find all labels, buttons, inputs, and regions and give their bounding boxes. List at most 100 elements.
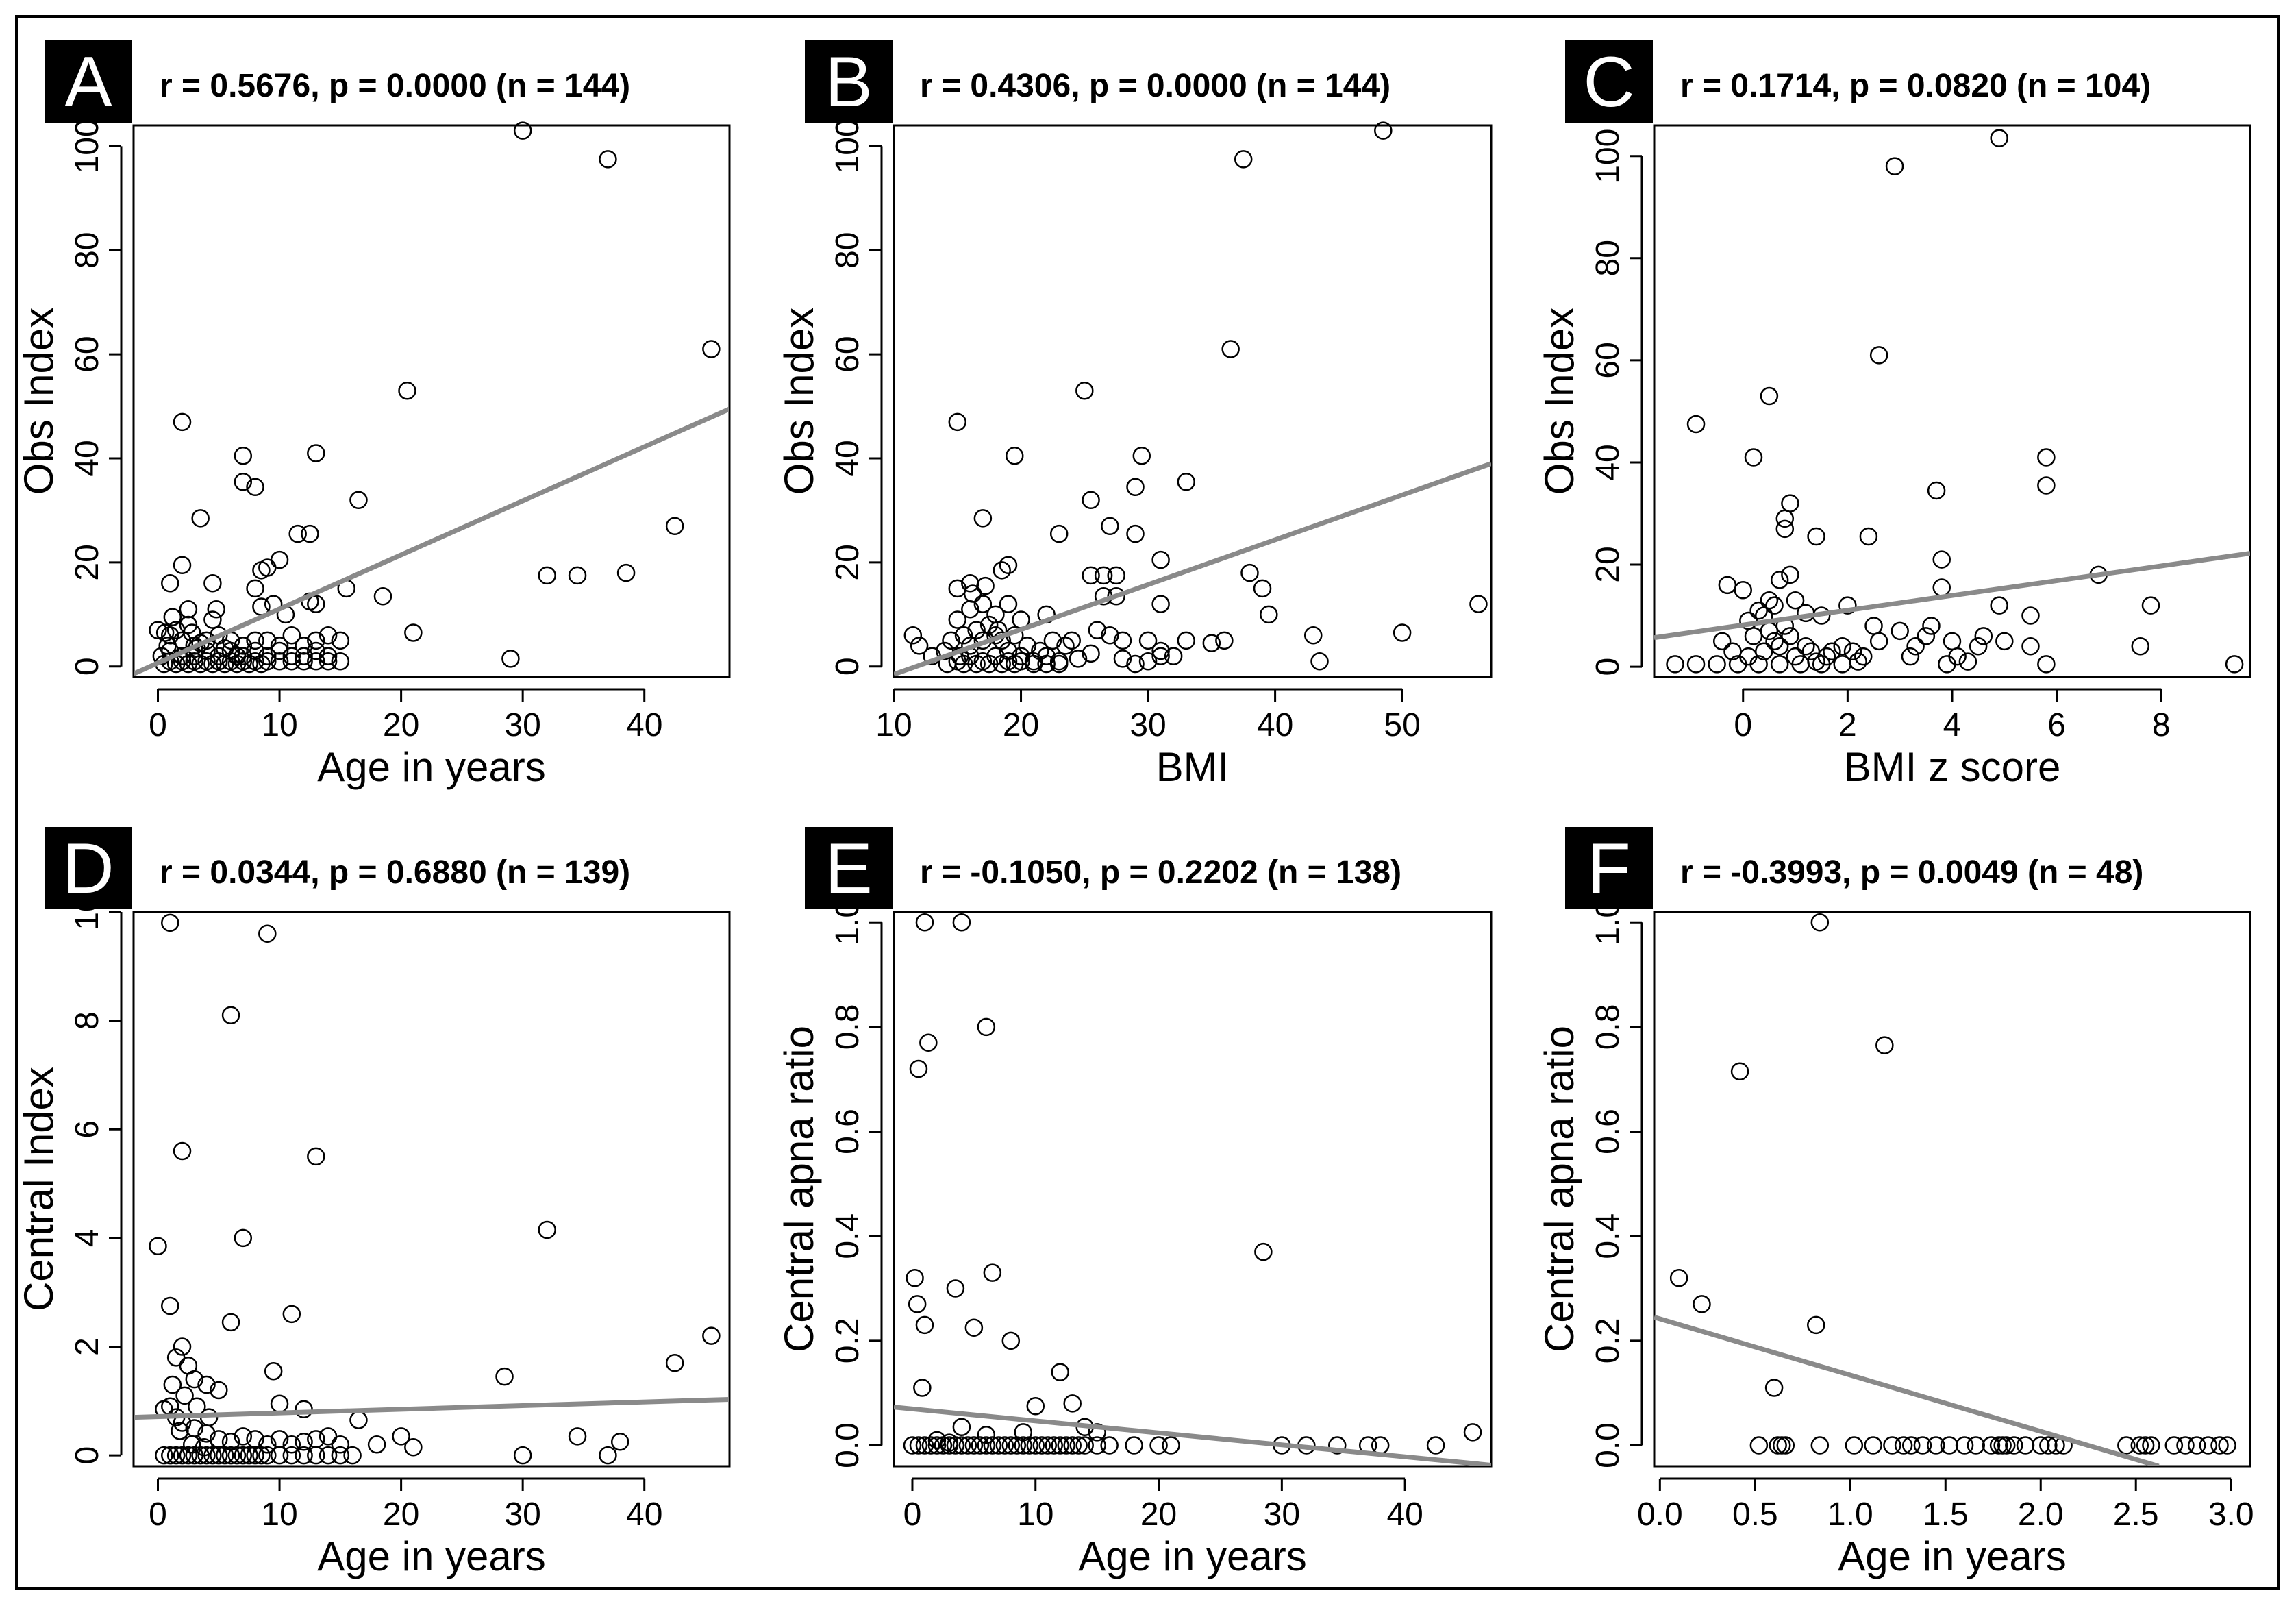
data-point — [1177, 631, 1195, 650]
data-point — [952, 913, 971, 932]
data-point — [1838, 596, 1857, 615]
data-point — [1215, 631, 1234, 650]
panel-c-x-tick-label: 6 — [2047, 707, 2066, 743]
data-point — [1982, 1436, 2001, 1455]
data-point — [319, 1446, 338, 1465]
panel-c-regression-line — [1654, 551, 2250, 641]
data-point — [270, 641, 289, 660]
data-point — [946, 1279, 965, 1298]
data-point — [1833, 655, 1851, 674]
data-point — [1686, 415, 1706, 434]
data-point — [1234, 150, 1253, 169]
data-point — [270, 550, 289, 569]
data-point — [903, 1436, 922, 1455]
data-point — [999, 595, 1018, 613]
data-point — [1955, 1436, 1974, 1455]
data-point — [1990, 129, 2008, 147]
panel-b-x-tick-label: 30 — [1130, 707, 1166, 743]
panel-d-x-tick-label: 30 — [504, 1496, 540, 1533]
data-point — [1138, 652, 1158, 671]
panel-b-y-tick-label: 100 — [829, 119, 866, 173]
panel-e-points — [903, 913, 1482, 1455]
data-point — [1132, 446, 1151, 465]
data-point — [295, 647, 313, 665]
data-point — [1781, 494, 1799, 512]
panel-b-y-tick-label: 40 — [829, 440, 866, 476]
data-point — [307, 595, 325, 613]
panel-b-letter: B — [825, 42, 872, 122]
data-point — [1374, 121, 1393, 140]
data-point — [1024, 654, 1043, 674]
panel-f-plot-frame — [1653, 911, 2251, 1468]
panel-a-y-axis-label: Obs Index — [16, 308, 62, 495]
data-point — [1088, 621, 1107, 639]
data-point — [307, 1446, 325, 1465]
data-point — [1869, 346, 1888, 365]
data-point — [215, 1446, 234, 1465]
data-point — [307, 652, 325, 671]
data-point — [1770, 571, 1789, 589]
data-point — [240, 1446, 258, 1465]
data-point — [1734, 581, 1752, 600]
data-point — [908, 1295, 927, 1313]
data-point — [2218, 1436, 2236, 1455]
data-point — [221, 1313, 240, 1332]
panel-f-x-axis-label: Age in years — [1838, 1533, 2067, 1579]
data-point — [989, 1436, 1008, 1455]
data-point — [2187, 1436, 2206, 1455]
data-point — [915, 1436, 934, 1455]
data-point — [234, 1228, 253, 1248]
data-point — [210, 1381, 228, 1400]
data-point — [1202, 634, 1221, 652]
data-point — [1901, 1436, 1921, 1455]
data-point — [1371, 1436, 1390, 1455]
data-point — [1969, 637, 1988, 656]
data-point — [599, 1446, 617, 1465]
data-point — [221, 1446, 240, 1465]
data-point — [1463, 1423, 1482, 1442]
data-point — [1049, 654, 1069, 674]
data-point — [319, 1427, 338, 1446]
data-point — [155, 623, 175, 642]
data-point — [234, 1446, 253, 1465]
data-point — [319, 647, 338, 665]
panel-a-y-tick-label: 20 — [69, 544, 105, 580]
data-point — [2141, 596, 2160, 615]
data-point — [1328, 1436, 1347, 1455]
data-point — [1927, 1436, 1945, 1455]
data-point — [1063, 1436, 1082, 1455]
data-point — [983, 1436, 1002, 1455]
panel-f-y-tick-label: 0.2 — [1590, 1318, 1626, 1363]
data-point — [1845, 1436, 1864, 1455]
data-point — [1869, 632, 1888, 651]
data-point — [1943, 632, 1962, 651]
data-point — [1260, 605, 1278, 624]
data-point — [1100, 1436, 1119, 1455]
data-point — [1770, 637, 1789, 656]
data-point — [909, 1059, 928, 1078]
data-point — [295, 1400, 313, 1418]
panel-f-letter: F — [1587, 829, 1631, 909]
data-point — [1051, 1436, 1069, 1455]
panel-a-x-tick-label: 20 — [383, 707, 419, 743]
data-point — [964, 1436, 984, 1455]
data-point — [979, 654, 999, 674]
data-point — [1744, 448, 1763, 467]
data-point — [404, 1437, 423, 1457]
data-point — [1426, 1436, 1445, 1455]
data-point — [307, 444, 325, 462]
panel-d-y-tick-label: 6 — [69, 1120, 105, 1139]
panel-a-x-tick-label: 10 — [261, 707, 297, 743]
data-point — [1772, 1436, 1791, 1455]
data-point — [1669, 1268, 1688, 1287]
data-point — [1045, 1436, 1063, 1455]
data-point — [307, 641, 325, 660]
data-point — [295, 1446, 313, 1465]
data-point — [1240, 563, 1259, 582]
data-point — [1775, 519, 1795, 539]
data-point — [1686, 655, 1706, 674]
panel-c-plot-frame — [1653, 124, 2251, 678]
panel-d-y-tick-label: 8 — [69, 1011, 105, 1030]
data-point — [1151, 647, 1170, 665]
